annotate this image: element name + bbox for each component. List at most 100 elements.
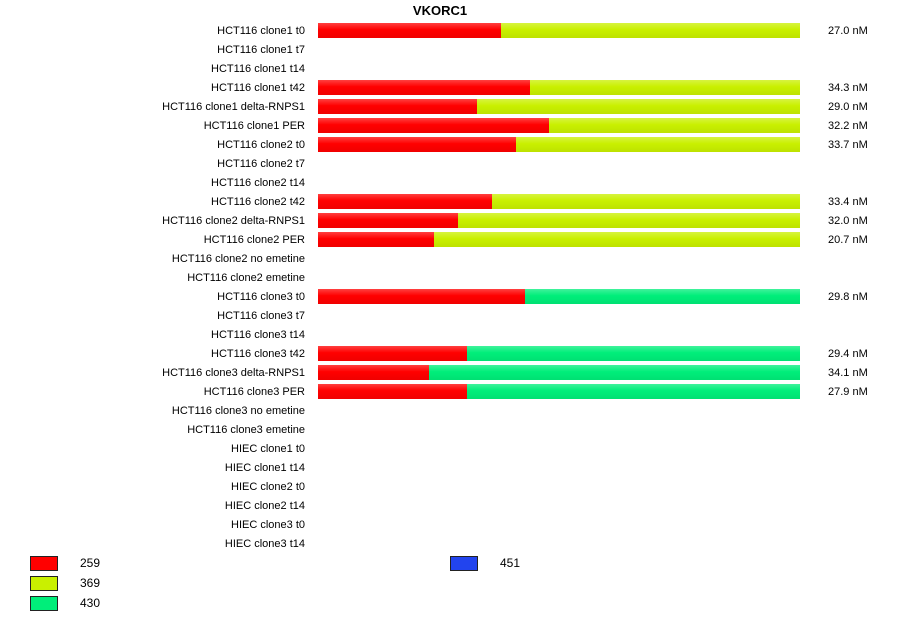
bar-segment-259	[318, 80, 531, 95]
chart-row: HIEC clone1 t14	[0, 458, 868, 477]
bar-track	[318, 137, 800, 152]
chart-row: HCT116 clone3 no emetine	[0, 401, 868, 420]
bar-segment-259	[318, 232, 434, 247]
category-label: HIEC clone1 t14	[224, 461, 305, 474]
bar-track	[318, 61, 800, 76]
bar-track	[318, 251, 800, 266]
chart-row: HIEC clone1 t0	[0, 439, 868, 458]
bar-track	[318, 175, 800, 190]
chart-row: HCT116 clone1 t42 34.3 nM	[0, 78, 868, 97]
legend-item: 451	[450, 553, 520, 573]
category-label: HCT116 clone2 PER	[203, 233, 305, 246]
chart-row: HCT116 clone2 no emetine	[0, 249, 868, 268]
category-label: HCT116 clone1 delta-RNPS1	[162, 100, 305, 113]
category-label: HCT116 clone3 delta-RNPS1	[162, 366, 305, 379]
bar-segment-430	[467, 384, 800, 399]
bar-track	[318, 479, 800, 494]
category-label: HCT116 clone2 t14	[211, 176, 305, 189]
bar-track	[318, 384, 800, 399]
chart-row: HCT116 clone1 delta-RNPS1 29.0 nM	[0, 97, 868, 116]
legend-left: 259 369 430	[30, 553, 100, 613]
bar-segment-369	[530, 80, 800, 95]
legend-swatch	[30, 555, 58, 571]
category-label: HCT116 clone2 emetine	[187, 271, 305, 284]
category-label: HCT116 clone1 t0	[217, 24, 305, 37]
category-label: HCT116 clone1 t42	[211, 81, 305, 94]
bar-track	[318, 232, 800, 247]
chart-row: HCT116 clone1 t7	[0, 40, 868, 59]
category-label: HCT116 clone2 t42	[211, 195, 305, 208]
legend-item: 369	[30, 573, 100, 593]
bar-segment-369	[477, 99, 800, 114]
category-label: HCT116 clone2 t7	[217, 157, 305, 170]
bar-track	[318, 213, 800, 228]
category-label: HCT116 clone2 t0	[217, 138, 305, 151]
category-label: HCT116 clone3 emetine	[187, 423, 305, 436]
bar-track	[318, 422, 800, 437]
bar-track	[318, 327, 800, 342]
bar-track	[318, 156, 800, 171]
bar-segment-259	[318, 213, 458, 228]
legend-label: 430	[80, 596, 101, 610]
legend-item: 259	[30, 553, 100, 573]
bar-segment-369	[515, 137, 800, 152]
bar-segment-259	[318, 384, 468, 399]
bar-segment-369	[491, 194, 800, 209]
legend-label: 369	[80, 576, 101, 590]
category-label: HCT116 clone3 t0	[217, 290, 305, 303]
value-label: 32.2 nM	[828, 119, 868, 132]
value-label: 27.0 nM	[828, 24, 868, 37]
bar-segment-259	[318, 346, 468, 361]
bar-track	[318, 498, 800, 513]
bar-segment-259	[318, 365, 429, 380]
bar-track	[318, 346, 800, 361]
chart-row: HCT116 clone2 t42 33.4 nM	[0, 192, 868, 211]
category-label: HCT116 clone3 PER	[203, 385, 305, 398]
bar-track	[318, 42, 800, 57]
bar-track	[318, 517, 800, 532]
bar-segment-259	[318, 289, 526, 304]
chart-row: HCT116 clone3 PER 27.9 nM	[0, 382, 868, 401]
category-label: HCT116 clone3 t14	[211, 328, 305, 341]
value-label: 29.4 nM	[828, 347, 868, 360]
chart-rows: HCT116 clone1 t0 27.0 nM HCT116 clone1 t7 H…	[0, 21, 868, 553]
bar-segment-259	[318, 137, 516, 152]
chart-row: HCT116 clone2 delta-RNPS1 32.0 nM	[0, 211, 868, 230]
legend-right: 451	[450, 553, 520, 573]
chart-row: HCT116 clone3 emetine	[0, 420, 868, 439]
bar-segment-369	[433, 232, 800, 247]
chart-row: HCT116 clone3 t0 29.8 nM	[0, 287, 868, 306]
bar-segment-369	[549, 118, 800, 133]
category-label: HCT116 clone2 delta-RNPS1	[162, 214, 305, 227]
chart-row: HCT116 clone3 delta-RNPS1 34.1 nM	[0, 363, 868, 382]
bar-track	[318, 289, 800, 304]
chart-row: HIEC clone3 t14	[0, 534, 868, 553]
bar-segment-430	[428, 365, 800, 380]
legend-label: 259	[80, 556, 101, 570]
chart-row: HCT116 clone2 PER 20.7 nM	[0, 230, 868, 249]
category-label: HIEC clone3 t14	[224, 537, 305, 550]
category-label: HIEC clone1 t0	[231, 442, 305, 455]
chart-row: HCT116 clone2 emetine	[0, 268, 868, 287]
bar-segment-430	[467, 346, 800, 361]
bar-track	[318, 23, 800, 38]
chart-row: HIEC clone2 t14	[0, 496, 868, 515]
bar-segment-259	[318, 23, 502, 38]
chart-row: HIEC clone2 t0	[0, 477, 868, 496]
category-label: HCT116 clone2 no emetine	[171, 252, 305, 265]
legend-label: 451	[500, 556, 521, 570]
bar-segment-369	[501, 23, 800, 38]
bar-track	[318, 536, 800, 551]
value-label: 34.3 nM	[828, 81, 868, 94]
chart-row: HCT116 clone2 t0 33.7 nM	[0, 135, 868, 154]
category-label: HCT116 clone1 t7	[217, 43, 305, 56]
chart-row: HCT116 clone3 t7	[0, 306, 868, 325]
bar-track	[318, 460, 800, 475]
chart-row: HCT116 clone2 t7	[0, 154, 868, 173]
chart-row: HCT116 clone2 t14	[0, 173, 868, 192]
bar-segment-259	[318, 99, 478, 114]
bar-track	[318, 270, 800, 285]
bar-track	[318, 365, 800, 380]
category-label: HIEC clone2 t0	[231, 480, 305, 493]
bar-segment-430	[525, 289, 800, 304]
